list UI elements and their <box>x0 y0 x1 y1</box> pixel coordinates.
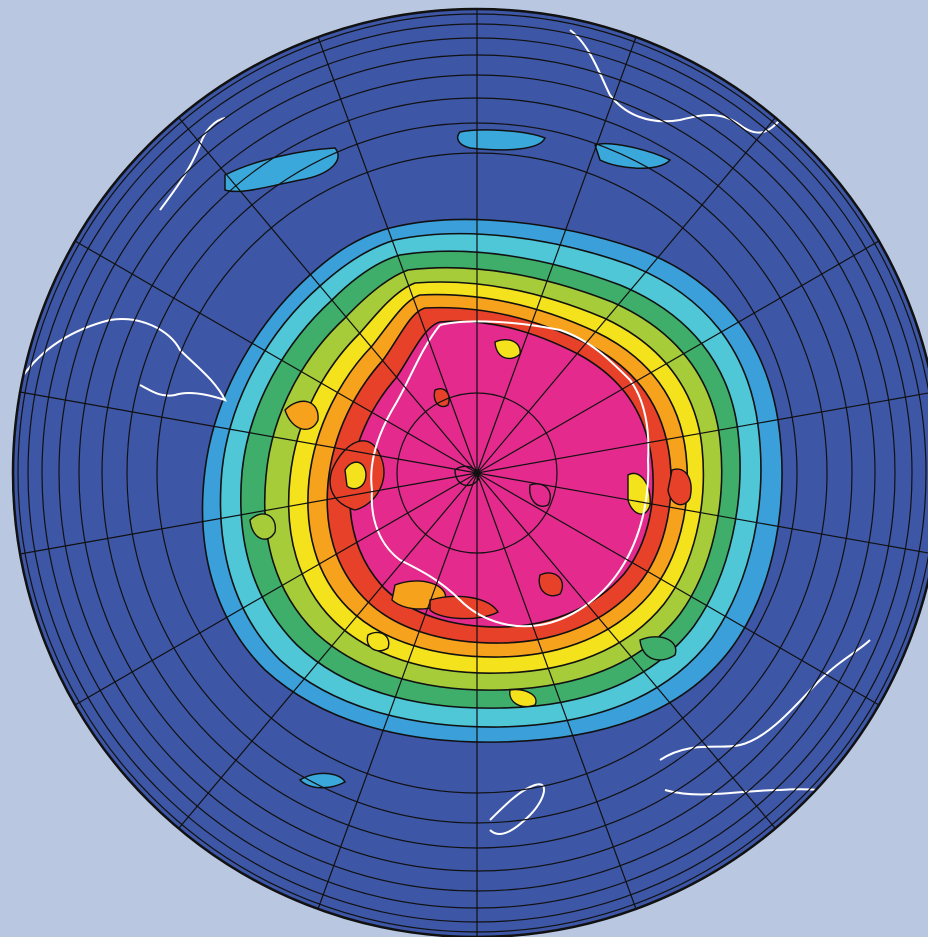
new-zealand-coastline <box>489 783 545 835</box>
contour-bands <box>201 218 783 743</box>
antarctica-coastline <box>370 320 650 628</box>
contour-blobs <box>249 338 692 708</box>
globe-rim <box>11 7 928 937</box>
graticule-meridians <box>19 9 928 937</box>
outer-patches <box>224 129 672 789</box>
south-america-coastline <box>19 117 227 402</box>
graticule-parallels <box>17 13 928 933</box>
africa-coastline <box>569 29 781 134</box>
